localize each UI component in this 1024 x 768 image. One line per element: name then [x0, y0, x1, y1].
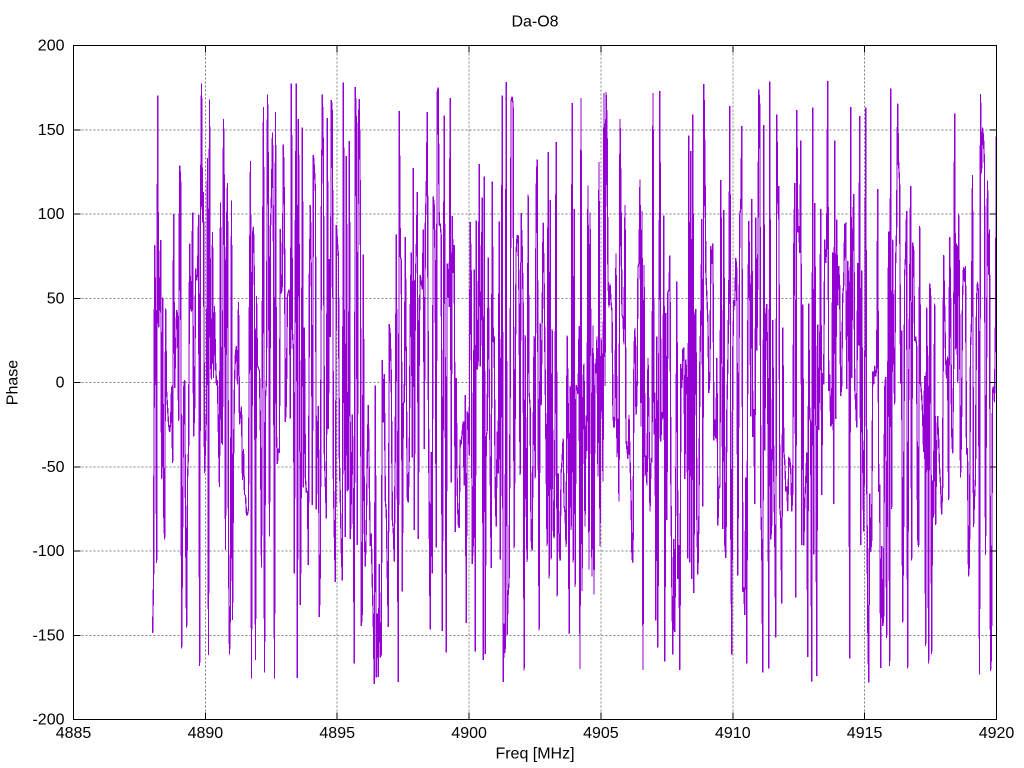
svg-text:Da-O8: Da-O8 — [511, 14, 558, 31]
svg-text:4920: 4920 — [979, 725, 1015, 742]
svg-text:50: 50 — [47, 290, 65, 307]
svg-text:4915: 4915 — [847, 725, 883, 742]
svg-text:-200: -200 — [32, 712, 64, 729]
svg-text:4890: 4890 — [188, 725, 224, 742]
svg-text:4900: 4900 — [451, 725, 487, 742]
svg-text:200: 200 — [38, 38, 65, 55]
svg-text:Phase: Phase — [5, 360, 22, 405]
svg-text:4910: 4910 — [715, 725, 751, 742]
svg-text:Freq [MHz]: Freq [MHz] — [495, 746, 574, 763]
svg-text:100: 100 — [38, 206, 65, 223]
svg-text:4885: 4885 — [56, 725, 92, 742]
svg-text:-100: -100 — [32, 543, 64, 560]
svg-text:4895: 4895 — [319, 725, 355, 742]
svg-text:150: 150 — [38, 122, 65, 139]
svg-text:4905: 4905 — [583, 725, 619, 742]
svg-text:-150: -150 — [32, 627, 64, 644]
svg-text:-50: -50 — [41, 459, 64, 476]
svg-text:0: 0 — [56, 375, 65, 392]
